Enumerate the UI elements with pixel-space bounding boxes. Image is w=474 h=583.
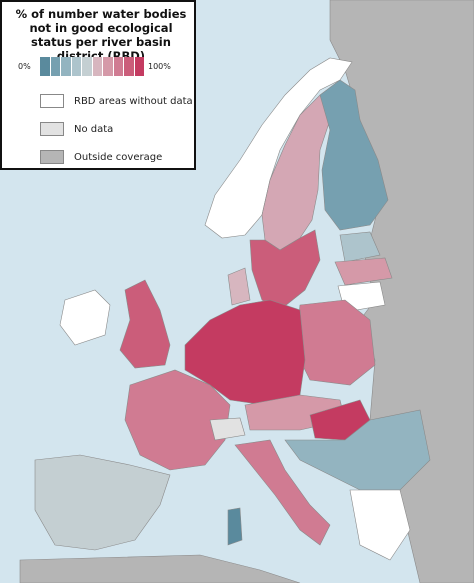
scale-swatch bbox=[50, 57, 61, 76]
legend-label: RBD areas without data bbox=[74, 95, 193, 107]
scale-swatch bbox=[92, 57, 103, 76]
legend-swatch bbox=[40, 150, 64, 164]
region bbox=[209, 417, 246, 441]
legend-swatch bbox=[40, 94, 64, 108]
scale-swatch bbox=[61, 57, 72, 76]
region bbox=[34, 454, 171, 551]
region bbox=[284, 409, 431, 491]
region bbox=[227, 267, 251, 306]
region bbox=[249, 229, 321, 311]
legend-label: No data bbox=[74, 123, 114, 135]
scale-swatch bbox=[103, 57, 114, 76]
color-scale bbox=[40, 57, 145, 76]
legend-swatch bbox=[40, 122, 64, 136]
scale-swatch bbox=[113, 57, 124, 76]
region bbox=[59, 289, 111, 346]
region bbox=[184, 299, 306, 406]
region bbox=[319, 79, 389, 231]
region bbox=[227, 507, 243, 546]
legend-label: Outside coverage bbox=[74, 151, 163, 163]
scale-swatch bbox=[82, 57, 93, 76]
region bbox=[339, 231, 381, 263]
region bbox=[119, 279, 171, 369]
scale-swatch bbox=[124, 57, 135, 76]
region bbox=[294, 299, 376, 386]
legend-title: % of number water bodies not in good eco… bbox=[15, 7, 187, 63]
region bbox=[349, 489, 411, 561]
region bbox=[334, 257, 393, 286]
legend-item: No data bbox=[40, 122, 113, 136]
scale-swatch bbox=[40, 57, 51, 76]
outside-coverage bbox=[19, 554, 301, 583]
scale-swatch bbox=[71, 57, 82, 76]
legend: % of number water bodies not in good eco… bbox=[0, 0, 196, 170]
legend-item: Outside coverage bbox=[40, 150, 162, 164]
region bbox=[234, 439, 331, 546]
scale-max-label: 100% bbox=[148, 62, 171, 71]
region bbox=[124, 369, 231, 471]
legend-item: RBD areas without data bbox=[40, 94, 193, 108]
scale-min-label: 0% bbox=[18, 62, 31, 71]
scale-swatch bbox=[134, 57, 145, 76]
